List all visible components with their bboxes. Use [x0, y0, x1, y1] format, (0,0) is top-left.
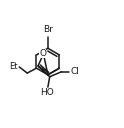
- Text: Cl: Cl: [71, 67, 79, 76]
- Text: HO: HO: [40, 88, 54, 97]
- Text: Et: Et: [9, 62, 17, 71]
- Text: Br: Br: [43, 25, 53, 34]
- Text: O: O: [39, 49, 46, 58]
